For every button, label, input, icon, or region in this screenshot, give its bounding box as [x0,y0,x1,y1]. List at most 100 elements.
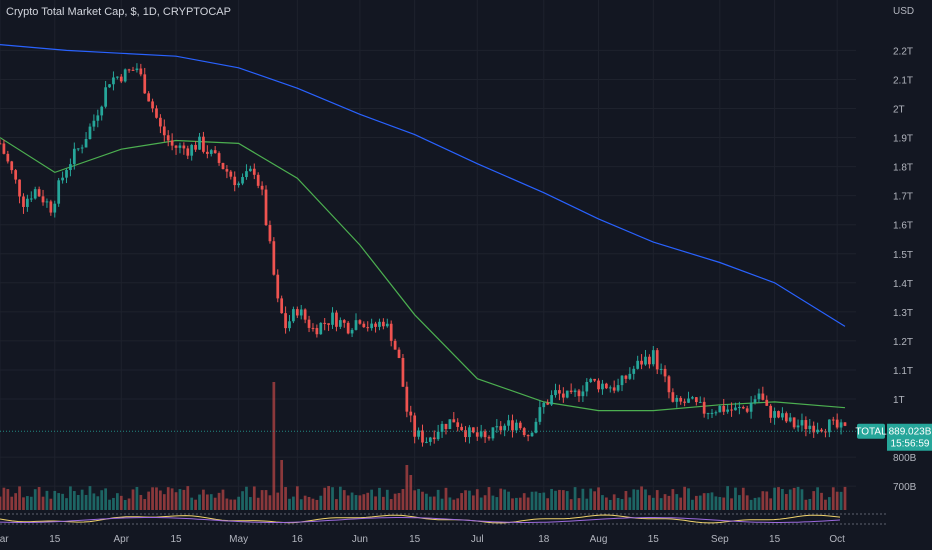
volume-bar [213,497,217,510]
volume-bar [249,497,252,510]
candle-body [804,420,808,430]
volume-bar [436,489,440,510]
volume-bar [92,493,96,510]
volume-bar [335,499,338,510]
candle-body [593,378,596,381]
candle-body [839,422,843,428]
candle-body [385,323,389,327]
volume-bar [428,496,432,510]
candle-body [256,174,260,186]
volume-bar [827,497,831,510]
volume-bar [605,497,608,510]
candle-body [33,189,37,199]
volume-bar [644,489,647,510]
candle-body [166,135,170,141]
volume-bar [221,489,225,510]
volume-bar [479,497,483,510]
candle-body [554,390,557,396]
y-tick-label: 1.3T [893,308,913,319]
price-tag-countdown: 15:56:59 [891,439,930,450]
candle-body [217,153,221,163]
y-tick-label: 2.1T [893,75,913,86]
volume-bar [233,499,237,510]
candle-body [448,419,452,430]
y-tick-label: 1.4T [893,279,913,290]
candle-body [460,426,463,431]
candle-body [464,430,467,438]
volume-bar [115,493,119,510]
volume-bar [745,495,749,510]
volume-bar [714,496,718,510]
volume-bar [2,487,6,510]
candle-body [788,417,792,422]
volume-bar [178,489,182,510]
volume-bar [491,495,495,510]
candle-body [245,171,248,178]
volume-bar [507,491,510,510]
candle-body [108,84,111,88]
candle-body [213,150,217,154]
candle-body [659,368,663,370]
x-tick-label: 15 [170,534,182,545]
candle-body [115,76,119,78]
y-tick-label: 800B [893,453,917,464]
candle-body [538,407,542,422]
candle-body [835,419,839,428]
volume-bar [738,495,741,510]
volume-bar [292,496,295,510]
volume-bar [331,487,334,510]
candle-body [777,411,780,418]
volume-bar [217,492,221,510]
candle-body [53,203,57,213]
candle-body [561,393,565,398]
volume-bar [824,499,827,510]
volume-bar [268,495,272,510]
volume-bar [151,487,154,510]
y-tick-label: 1.8T [893,163,913,174]
candle-body [820,429,823,432]
volume-bar [597,487,600,510]
volume-bar [722,497,726,510]
volume-bar [370,489,374,510]
y-tick-label: 1.7T [893,192,913,203]
volume-bar [284,487,287,510]
volume-bar [499,488,503,510]
volume-bar [616,497,620,510]
volume-bar [6,489,10,510]
volume-bar [69,486,72,510]
volume-bar [820,492,823,510]
symbol-tag-bg [857,423,885,439]
candle-body [174,145,178,148]
candle-body [530,432,534,437]
candle-body [581,391,585,397]
candle-body [507,420,510,426]
candle-body [601,383,604,390]
volume-bar [49,498,53,510]
candle-body [577,390,581,397]
candle-body [401,357,405,387]
candle-body [499,426,503,431]
candle-body [827,419,831,433]
candle-body [288,321,291,329]
volume-bar [601,495,604,510]
volume-bar [808,498,812,510]
candle-body [284,313,287,329]
y-tick-label: 700B [893,482,917,493]
volume-bar [33,489,37,510]
volume-bar [577,498,581,510]
candle-body [655,350,659,370]
candle-body [350,329,354,334]
volume-bar [170,488,174,510]
candle-body [620,375,624,386]
candle-body [123,69,127,82]
volume-bar [694,495,698,510]
volume-bar [350,492,354,510]
volume-bar [691,499,694,510]
candle-body [112,77,115,85]
candle-body [393,340,397,350]
candle-body [413,415,417,437]
volume-bar [816,487,819,510]
volume-bar [135,486,139,510]
volume-bar [26,496,29,510]
